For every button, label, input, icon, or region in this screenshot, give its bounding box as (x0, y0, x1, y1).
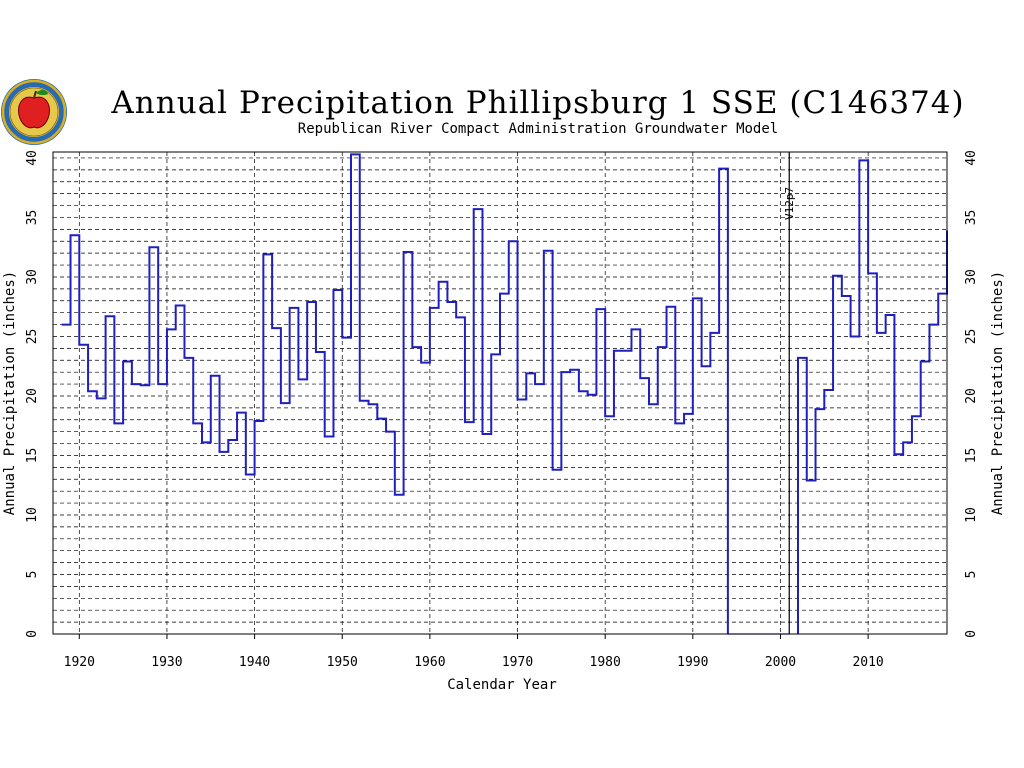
y-tick-label-left: 10 (25, 507, 40, 523)
plot-frame (52, 151, 948, 635)
y-tick-label-right: 0 (964, 630, 979, 638)
precip-series-2 (797, 159, 948, 634)
y-tick-label-left: 40 (25, 150, 40, 166)
grid (53, 152, 947, 634)
y-tick-label-left: 15 (25, 448, 40, 464)
y-tick-label-left: 5 (25, 571, 40, 579)
chart-subtitle: Republican River Compact Administration … (298, 121, 778, 137)
y-tick-label-right: 10 (964, 507, 979, 523)
y-axis-label-left: Annual Precipitation (inches) (2, 271, 18, 515)
x-tick-label: 1980 (590, 655, 621, 670)
y-tick-label-right: 5 (964, 571, 979, 579)
x-tick-label: 1990 (677, 655, 708, 670)
y-tick-label-right: 35 (964, 210, 979, 226)
x-tick-label: 2010 (852, 655, 883, 670)
x-tick-label: 1930 (151, 655, 182, 670)
y-tick-label-right: 40 (964, 150, 979, 166)
x-tick-label: 1920 (64, 655, 95, 670)
chart-title: Annual Precipitation Phillipsburg 1 SSE … (110, 85, 964, 121)
marker-label: V12p7 (783, 187, 796, 220)
x-tick-label: 2000 (765, 655, 796, 670)
y-tick-labels-right: 0 5 10 15 20 25 30 35 40 (964, 150, 979, 638)
y-tick-label-left: 30 (25, 269, 40, 285)
y-tick-label-left: 25 (25, 329, 40, 345)
y-axis-label-right: Annual Precipitation (inches) (990, 271, 1006, 515)
x-tick-label: 1970 (502, 655, 533, 670)
y-tick-label-right: 15 (964, 448, 979, 464)
series-layer (61, 153, 948, 635)
x-tick-label: 1940 (239, 655, 270, 670)
precip-series-1 (61, 153, 729, 634)
x-tick-label: 1960 (414, 655, 445, 670)
y-tick-label-left: 35 (25, 210, 40, 226)
x-tick-label: 1950 (327, 655, 358, 670)
y-tick-label-right: 25 (964, 329, 979, 345)
x-tick-labels: 1920 1930 1940 1950 1960 1970 1980 1990 2000 2010 (64, 634, 884, 670)
marker-layer: V12p7 (783, 152, 796, 634)
y-tick-labels-left: 0 5 10 15 20 25 30 35 40 (25, 150, 40, 638)
y-tick-label-right: 20 (964, 388, 979, 404)
x-axis-label: Calendar Year (447, 677, 557, 693)
y-tick-label-left: 0 (25, 630, 40, 638)
apple-icon (18, 96, 50, 129)
y-tick-label-left: 20 (25, 388, 40, 404)
y-tick-label-right: 30 (964, 269, 979, 285)
compact-logo (1, 79, 67, 145)
